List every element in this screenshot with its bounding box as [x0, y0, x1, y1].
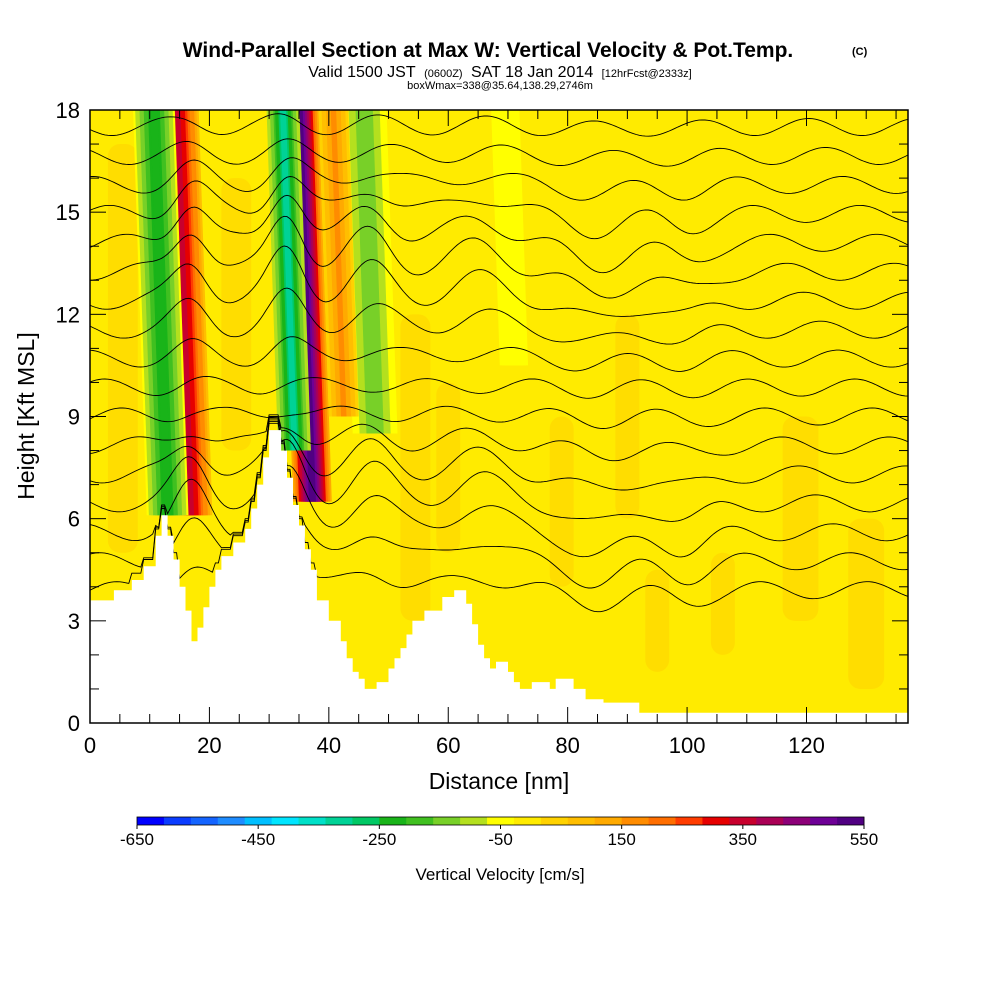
colorbar-cell — [675, 817, 703, 825]
downdraft-band — [280, 110, 298, 451]
velocity-patch — [645, 569, 670, 672]
velocity-patch — [615, 314, 640, 519]
y-tick-label: 9 — [68, 405, 80, 430]
colorbar-tick-label: -650 — [120, 830, 154, 849]
theta-contour — [90, 113, 908, 137]
theta-contour — [90, 138, 908, 167]
colorbar-tick-label: -50 — [488, 830, 513, 849]
theta-contour — [90, 422, 908, 613]
colorbar-tick-label: -450 — [241, 830, 275, 849]
valid-utc: (0600Z) — [424, 68, 463, 80]
velocity-patch — [107, 144, 138, 553]
theta-contour — [90, 287, 908, 345]
colorbar — [136, 816, 865, 829]
colorbar-cell — [137, 817, 165, 825]
velocity-patch — [436, 382, 461, 553]
velocity-patch — [549, 416, 574, 587]
colorbar-cell — [513, 817, 542, 825]
theta-contour — [90, 421, 908, 589]
box-info: boxWmax=338@35.64,138.29,2746m — [407, 80, 593, 92]
colorbar-tick-labels: -650 -450 -250 -50 150 350 550 — [120, 830, 878, 849]
y-tick-label: 6 — [68, 507, 80, 532]
y-tick-label: 15 — [56, 200, 80, 225]
y-axis-label: Height [Kft MSL] — [13, 332, 39, 499]
x-tick-label: 100 — [669, 733, 706, 758]
vertical-velocity-field — [107, 110, 885, 689]
y-tick-label: 0 — [68, 711, 80, 736]
colorbar-cell — [837, 817, 865, 825]
y-tick-label: 12 — [56, 302, 80, 327]
colorbar-tick-label: 150 — [607, 830, 635, 849]
x-axis-label: Distance [nm] — [429, 768, 570, 794]
axis-tick-labels: 0 20 40 60 80 100 120 0 3 6 9 12 15 18 — [56, 98, 825, 758]
theta-contour — [90, 405, 908, 429]
colorbar-cell — [244, 817, 273, 825]
theta-contour — [90, 375, 908, 399]
axis-ticks — [89, 109, 908, 724]
colorbar-cell — [783, 817, 811, 825]
valid-prefix: Valid 1500 JST — [308, 64, 416, 81]
colorbar-cell — [810, 817, 838, 825]
colorbar-cell — [190, 817, 219, 825]
downdraft-band — [150, 110, 172, 516]
colorbar-cell — [594, 817, 623, 825]
colorbar-cell — [271, 817, 299, 825]
velocity-patch — [710, 552, 735, 655]
colorbar-cell — [756, 817, 784, 825]
potential-temperature-contours — [90, 110, 908, 613]
colorbar-cell — [217, 817, 246, 825]
colorbar-cell — [460, 817, 488, 825]
colorbar-cell — [298, 817, 326, 825]
colorbar-cell — [729, 817, 757, 825]
colorbar-cell — [406, 817, 434, 825]
x-tick-label: 0 — [84, 733, 96, 758]
theta-contour — [90, 157, 908, 201]
y-tick-label: 3 — [68, 609, 80, 634]
velocity-patch — [400, 314, 431, 621]
colorbar-cell — [379, 817, 407, 825]
colorbar-tick-label: 350 — [729, 830, 757, 849]
colorbar-cell — [433, 817, 461, 825]
theta-contour — [90, 245, 908, 317]
chart-title: Wind-Parallel Section at Max W: Vertical… — [183, 39, 794, 62]
x-tick-label: 60 — [436, 733, 460, 758]
colorbar-cell — [648, 817, 676, 825]
theta-contour — [90, 194, 908, 274]
terrain-layer — [90, 430, 908, 723]
colorbar-cell — [487, 817, 515, 825]
colorbar-cell — [352, 817, 380, 825]
colorbar-cell — [540, 817, 569, 825]
velocity-patch — [782, 416, 819, 621]
colorbar-cell — [325, 817, 353, 825]
x-tick-label: 20 — [197, 733, 221, 758]
theta-contour — [90, 336, 908, 372]
colorbar-title: Vertical Velocity [cm/s] — [415, 865, 584, 884]
y-tick-label: 18 — [56, 98, 80, 123]
velocity-patch — [221, 178, 252, 451]
theta-contour — [90, 416, 908, 491]
theta-contour — [90, 414, 908, 462]
colorbar-cell — [621, 817, 649, 825]
chart-subtitle: Valid 1500 JST (0600Z) SAT 18 Jan 2014 [… — [308, 64, 691, 81]
forecast-info: [12hrFcst@2333z] — [602, 68, 692, 80]
theta-contour — [90, 215, 908, 299]
plot-area — [89, 109, 909, 724]
colorbar-cell — [567, 817, 596, 825]
velocity-patch — [848, 518, 885, 689]
valid-date: SAT 18 Jan 2014 — [471, 64, 593, 81]
theta-contour — [90, 419, 908, 558]
theta-contour — [90, 176, 908, 240]
copyright-mark: (C) — [852, 46, 868, 58]
x-tick-label: 40 — [317, 733, 341, 758]
x-tick-label: 120 — [788, 733, 825, 758]
colorbar-tick-label: 550 — [850, 830, 878, 849]
colorbar-tick-label: -250 — [362, 830, 396, 849]
x-tick-label: 80 — [555, 733, 579, 758]
colorbar-cell — [163, 817, 192, 825]
terrain — [90, 430, 908, 723]
updraft-band — [330, 110, 347, 417]
theta-contour — [90, 417, 908, 522]
colorbar-cell — [702, 817, 730, 825]
